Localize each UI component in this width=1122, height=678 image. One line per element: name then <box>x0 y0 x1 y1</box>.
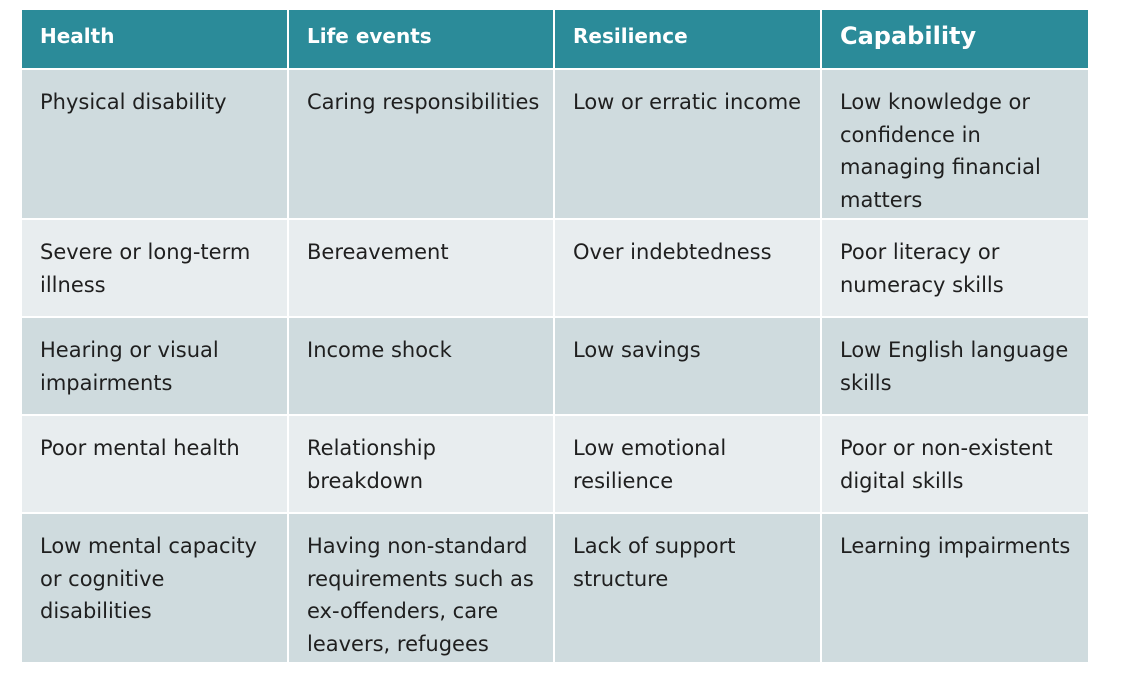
table-row: Severe or long-term illness Bereavement … <box>22 220 1088 318</box>
table-cell: Income shock <box>289 318 555 416</box>
header-health: Health <box>22 10 289 70</box>
table-cell: Bereavement <box>289 220 555 318</box>
table-cell: Lack of support structure <box>555 514 822 662</box>
table-cell: Poor literacy or numeracy skills <box>822 220 1088 318</box>
table-cell: Relationship breakdown <box>289 416 555 514</box>
table-cell: Low emotional resilience <box>555 416 822 514</box>
table-cell: Physical disability <box>22 70 289 220</box>
header-capability: Capability <box>822 10 1088 70</box>
table-cell: Caring responsibilities <box>289 70 555 220</box>
table-cell: Severe or long-term illness <box>22 220 289 318</box>
table-cell: Poor mental health <box>22 416 289 514</box>
header-resilience: Resilience <box>555 10 822 70</box>
table-cell: Low mental capacity or cognitive disabil… <box>22 514 289 662</box>
table-cell: Having non-standard requirements such as… <box>289 514 555 662</box>
header-life-events: Life events <box>289 10 555 70</box>
table-cell: Low savings <box>555 318 822 416</box>
table-cell: Low English language skills <box>822 318 1088 416</box>
table-row: Hearing or visual impairments Income sho… <box>22 318 1088 416</box>
table-cell: Over indebtedness <box>555 220 822 318</box>
table-cell: Hearing or visual impairments <box>22 318 289 416</box>
table-cell: Poor or non-existent digital skills <box>822 416 1088 514</box>
table-cell: Low knowledge or confidence in managing … <box>822 70 1088 220</box>
table-cell: Learning impairments <box>822 514 1088 662</box>
table-row: Physical disability Caring responsibilit… <box>22 70 1088 220</box>
vulnerability-drivers-table: Health Life events Resilience Capability… <box>22 10 1088 662</box>
table-header-row: Health Life events Resilience Capability <box>22 10 1088 70</box>
table-row: Poor mental health Relationship breakdow… <box>22 416 1088 514</box>
table-cell: Low or erratic income <box>555 70 822 220</box>
table-row: Low mental capacity or cognitive disabil… <box>22 514 1088 662</box>
